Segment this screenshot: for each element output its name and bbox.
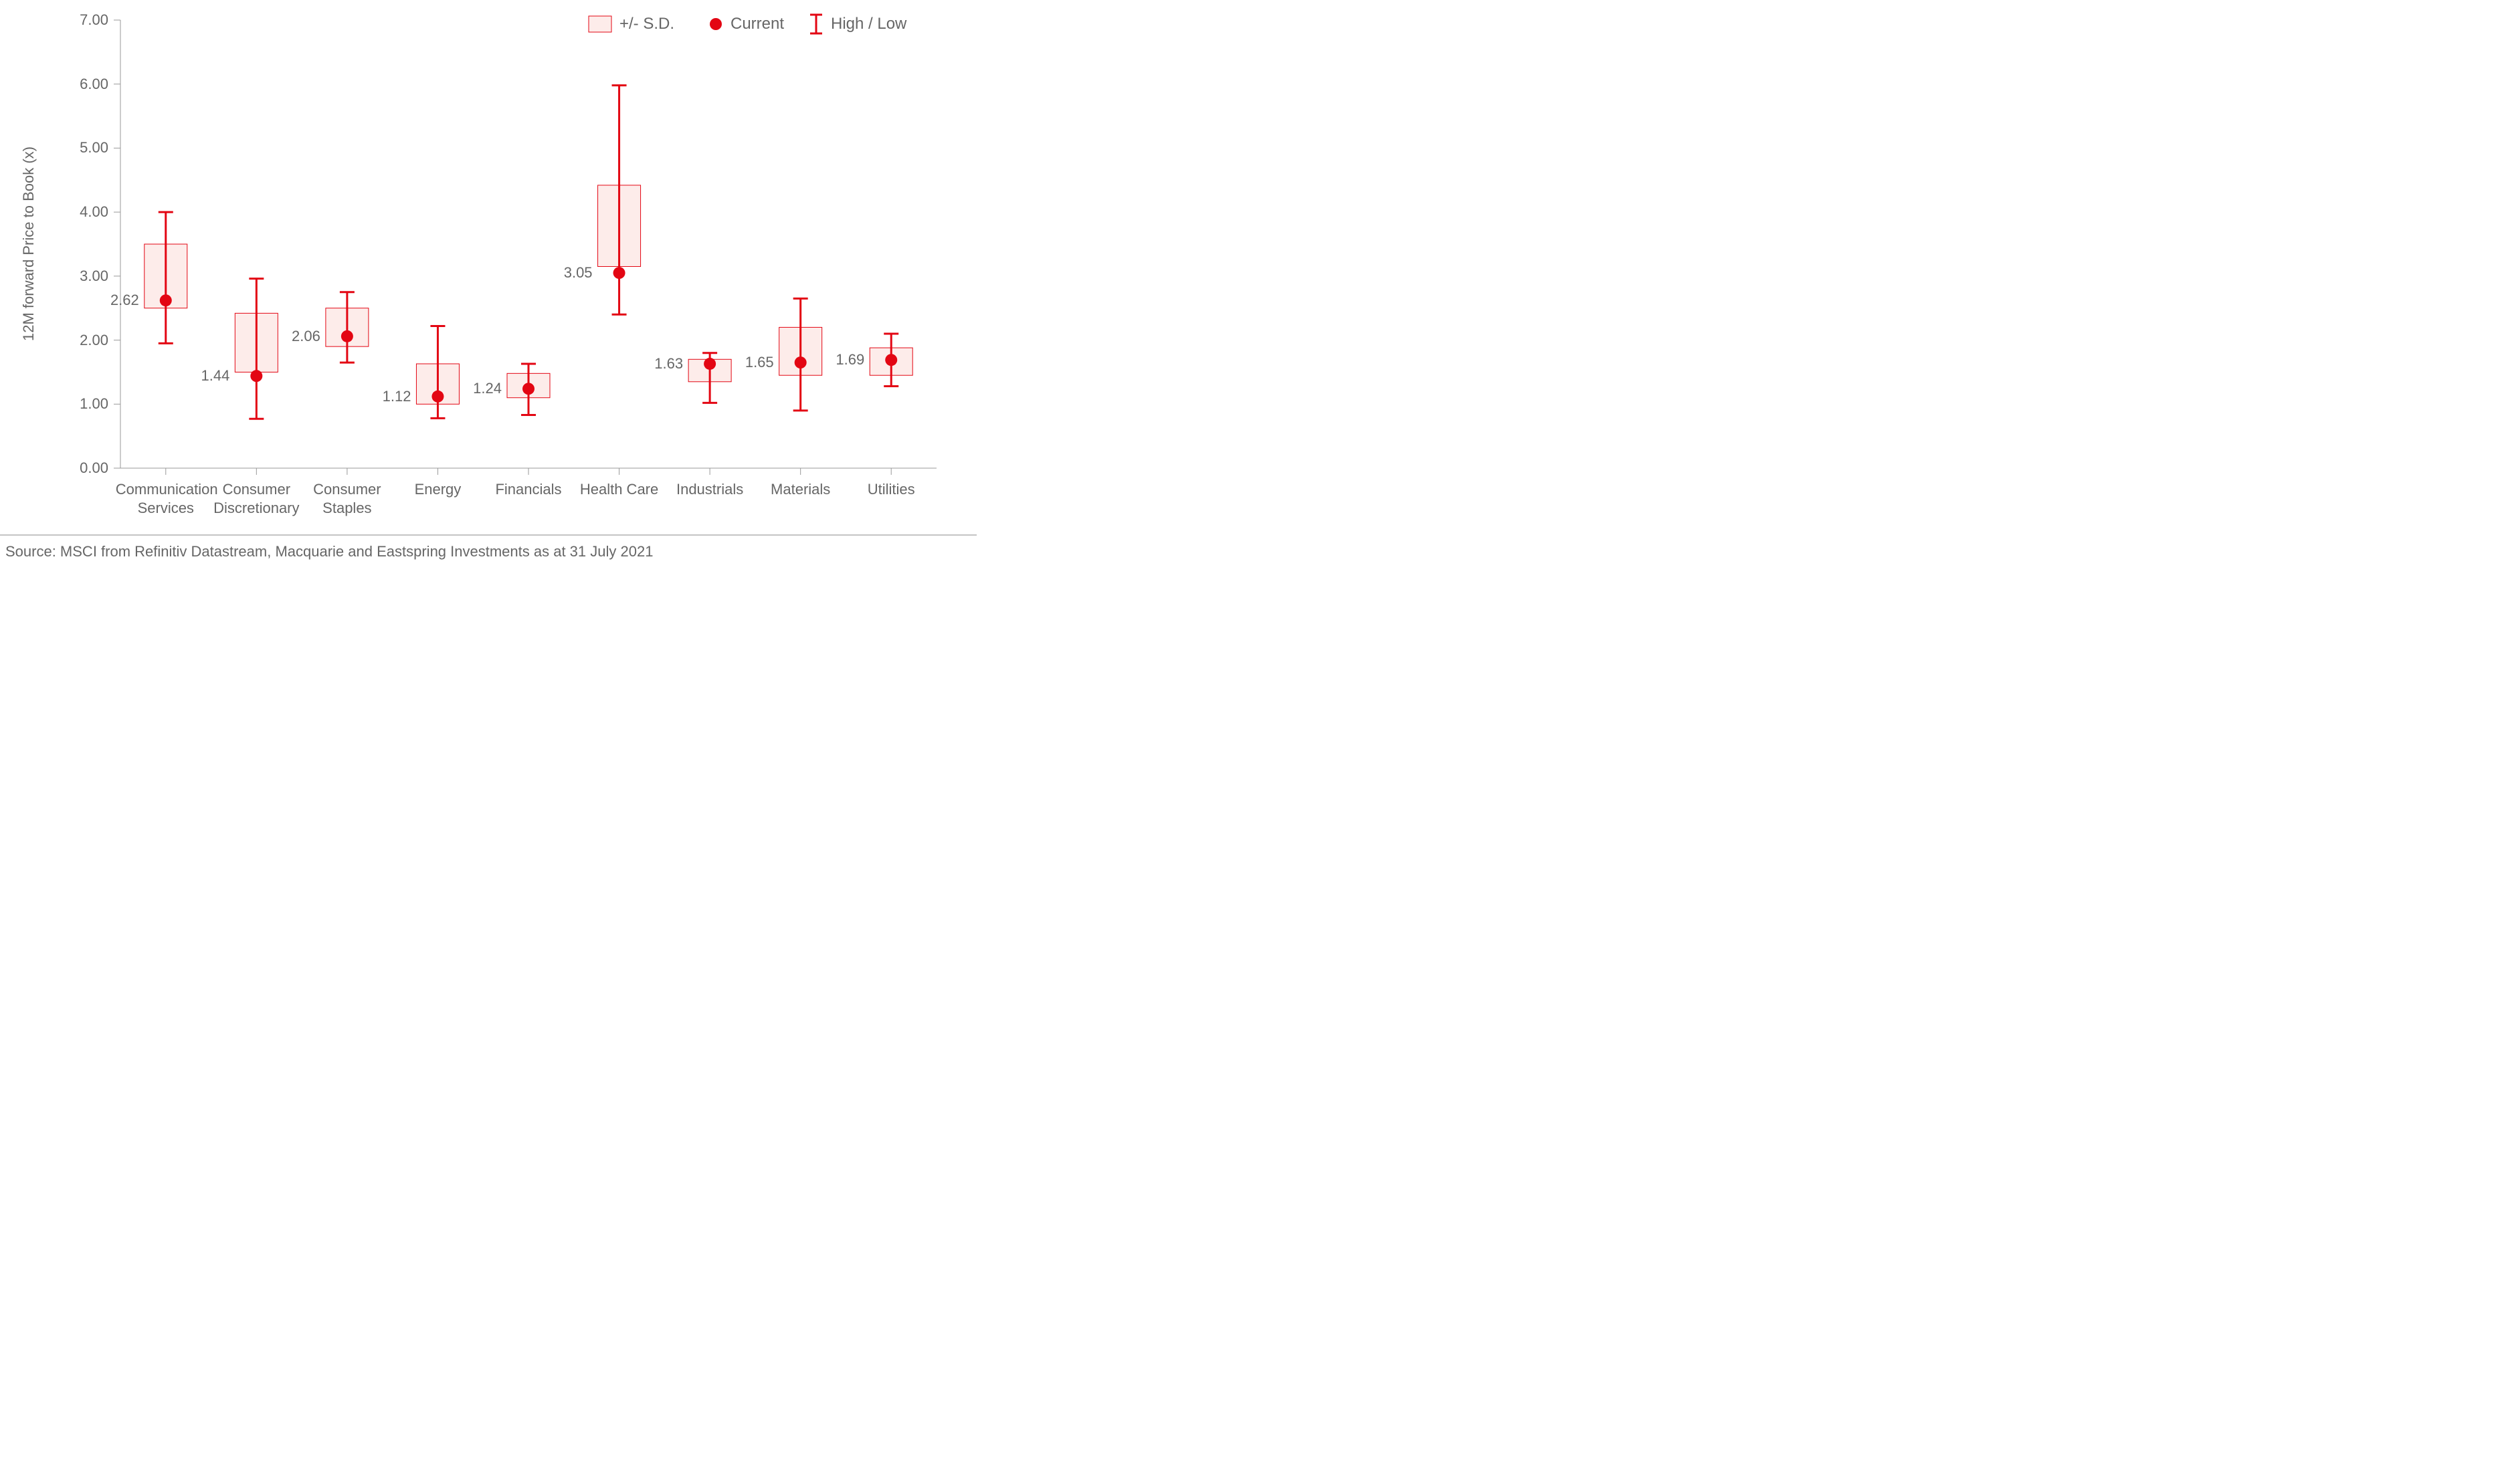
y-tick-label: 5.00 xyxy=(62,139,108,156)
x-tick-label: Utilities xyxy=(841,480,941,499)
y-tick-label: 0.00 xyxy=(62,459,108,477)
y-tick-label: 1.00 xyxy=(62,395,108,413)
value-label: 2.06 xyxy=(274,328,320,345)
y-tick-label: 2.00 xyxy=(62,332,108,349)
x-tick-label: ConsumerDiscretionary xyxy=(206,480,306,517)
legend-sd-label: +/- S.D. xyxy=(619,15,674,33)
source-footnote: Source: MSCI from Refinitiv Datastream, … xyxy=(5,543,653,560)
y-tick-label: 3.00 xyxy=(62,268,108,285)
value-label: 1.69 xyxy=(817,351,864,368)
value-label: 3.05 xyxy=(546,264,593,282)
y-axis-label: 12M forward Price to Book (x) xyxy=(20,146,37,341)
value-label: 1.44 xyxy=(183,367,229,385)
x-tick-label: ConsumerStaples xyxy=(297,480,397,517)
value-label: 1.63 xyxy=(636,355,683,373)
x-tick-label: Industrials xyxy=(660,480,760,499)
value-label: 2.62 xyxy=(92,292,139,309)
y-tick-label: 7.00 xyxy=(62,11,108,29)
x-tick-label: Financials xyxy=(478,480,579,499)
legend-current-label: Current xyxy=(731,15,784,33)
y-tick-label: 6.00 xyxy=(62,76,108,93)
value-label: 1.65 xyxy=(727,354,774,371)
x-tick-label: Materials xyxy=(751,480,851,499)
legend-hilo-label: High / Low xyxy=(831,15,906,33)
x-tick-label: CommunicationServices xyxy=(116,480,216,517)
x-tick-label: Energy xyxy=(387,480,488,499)
y-tick-label: 4.00 xyxy=(62,203,108,221)
x-tick-label: Health Care xyxy=(569,480,670,499)
value-label: 1.24 xyxy=(455,380,502,397)
value-label: 1.12 xyxy=(364,388,411,405)
